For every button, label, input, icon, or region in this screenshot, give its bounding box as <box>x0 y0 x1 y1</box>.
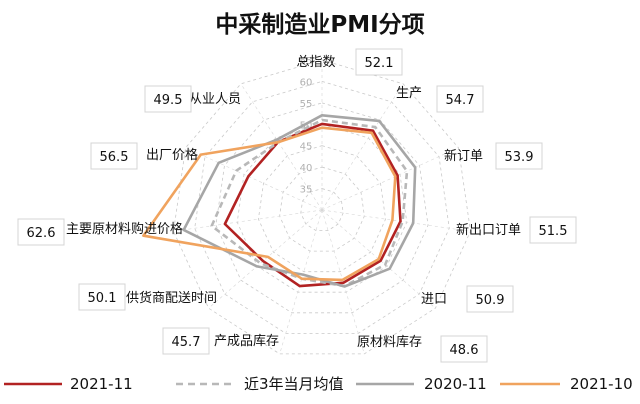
series-line <box>210 118 409 288</box>
grid-spoke <box>321 147 459 211</box>
value-box <box>355 48 403 76</box>
grid-spoke <box>185 147 323 211</box>
series-line <box>223 122 402 288</box>
legend-label: 近3年当月均值 <box>244 375 344 393</box>
tick-label: 40 <box>300 163 313 174</box>
tick-label: 45 <box>300 142 313 153</box>
value-box <box>495 142 543 170</box>
radial-ticks: 35 40 45 50 55 60 65 <box>300 56 313 196</box>
tick-label: 35 <box>300 185 313 196</box>
category-value: 45.7 <box>172 335 201 350</box>
value-box <box>466 285 514 313</box>
value-box <box>78 283 126 311</box>
category-value: 50.1 <box>88 291 117 306</box>
value-box <box>90 142 138 170</box>
legend: 2021-11 近3年当月均值 2020-11 2021-10 <box>4 375 633 393</box>
grid-spoke <box>321 83 404 211</box>
category-label: 原材料库存 <box>357 334 422 350</box>
grid-ring <box>173 59 471 355</box>
category-label: 出厂价格 <box>146 147 198 163</box>
legend-label: 2021-10 <box>570 375 633 393</box>
category-value: 50.9 <box>476 293 505 308</box>
category-label: 主要原材料购进价格 <box>66 221 183 237</box>
series-lines <box>142 114 417 288</box>
category-value: 56.5 <box>100 150 129 165</box>
category-value: 54.7 <box>446 93 475 108</box>
category-label: 供货商配送时间 <box>126 290 217 306</box>
tick-label: 65 <box>300 56 313 67</box>
tick-label: 50 <box>300 120 313 131</box>
grid-spoke <box>279 209 323 354</box>
grid-ring <box>194 80 450 334</box>
tick-label: 55 <box>300 99 313 110</box>
legend-label: 2020-11 <box>424 375 487 393</box>
category-label: 总指数 <box>296 55 335 70</box>
category-label: 进口 <box>421 292 447 307</box>
series-line <box>142 126 397 282</box>
grid-spoke <box>240 83 323 211</box>
value-box <box>144 85 192 113</box>
value-box <box>17 218 65 246</box>
category-value: 51.5 <box>539 224 568 239</box>
radar-grid <box>173 59 471 355</box>
category-value: 48.6 <box>450 343 479 358</box>
category-value: 52.1 <box>365 56 394 71</box>
grid-ring <box>279 166 365 252</box>
grid-ring <box>257 145 387 273</box>
value-box <box>440 335 488 363</box>
grid-ring <box>236 123 408 293</box>
category-label: 生产 <box>396 86 422 101</box>
category-value: 62.6 <box>27 226 56 241</box>
category-label: 新订单 <box>444 148 483 164</box>
grid-spoke <box>321 209 471 232</box>
value-box <box>529 216 577 244</box>
category-label: 产成品库存 <box>214 333 279 349</box>
grid-ring <box>300 188 344 232</box>
chart-title: 中采制造业PMI分项 <box>215 12 424 38</box>
grid-spoke <box>208 209 323 309</box>
legend-label: 2021-11 <box>70 375 133 393</box>
category-value: 53.9 <box>505 150 534 165</box>
category-label: 从业人员 <box>189 92 241 107</box>
tick-label: 60 <box>300 77 313 88</box>
grid-spoke <box>173 209 323 232</box>
category-labels: 总指数 52.1生产 54.7 新订单 53.9 新出口订单 51.5 进口 50.9 原材料库存… <box>17 48 577 363</box>
value-box <box>162 327 210 355</box>
category-value: 49.5 <box>154 93 183 108</box>
category-label: 新出口订单 <box>456 222 521 238</box>
grid-spoke <box>321 209 436 309</box>
value-box <box>436 85 484 113</box>
